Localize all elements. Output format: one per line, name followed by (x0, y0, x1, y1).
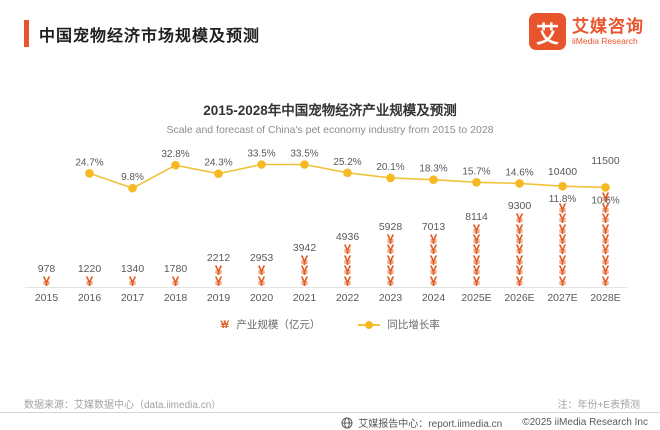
pictograph-bar: ¥ ¥ ¥ ¥ ¥ ¥ ¥ ¥ (558, 200, 567, 289)
chart-subtitle: Scale and forecast of China's pet econom… (166, 124, 494, 136)
bar-column: 9300 ¥ ¥ ¥ ¥ ¥ ¥ ¥ (498, 200, 541, 289)
accent-bar (24, 20, 29, 47)
chart-title: 2015-2028年中国宠物经济产业规模及预测 (203, 103, 457, 118)
chart-legend: ¥¥ 产业规模（亿元） 同比增长率 (0, 317, 660, 332)
brand-name-cn: 艾媒咨询 (572, 17, 644, 36)
bar-value-label: 1780 (163, 262, 188, 275)
bar-value-label: 5928 (378, 221, 403, 234)
x-axis-label: 2017 (120, 292, 145, 304)
pictograph-bar: ¥ ¥ ¥ ¥ ¥ (429, 232, 438, 289)
x-axis-label: 2019 (206, 292, 231, 304)
brand-logo-text: 艾媒咨询 iiMedia Research (572, 17, 644, 46)
pictograph-bar: ¥ (42, 273, 51, 289)
footer-meta: 数据来源：艾媒数据中心（data.iimedia.cn） 注：年份+E表预测 (24, 396, 640, 411)
bar-value-label: 9300 (507, 200, 532, 213)
pictograph-bar: ¥ (171, 273, 180, 289)
report-center-text: 艾媒报告中心：report.iimedia.cn (358, 419, 503, 430)
bar-column: 5928 ¥ ¥ ¥ ¥ ¥ (369, 221, 412, 289)
bar-column: 1220 ¥ (68, 262, 111, 289)
pictograph-bar: ¥ ¥ (214, 263, 223, 289)
bar-value-label: 2953 (249, 252, 274, 265)
page-title-block: 中国宠物经济市场规模及预测 (24, 20, 260, 47)
x-axis-label: 2015 (34, 292, 59, 304)
bottom-strip: 艾媒报告中心：report.iimedia.cn ©2025 iiMedia R… (0, 415, 648, 430)
bar-column: 1340 ¥ (111, 262, 154, 289)
copyright-text: ©2025 iiMedia Research Inc (522, 417, 648, 428)
x-axis-label: 2024 (421, 292, 446, 304)
pictograph-bar: ¥ (128, 273, 137, 289)
report-center-block: 艾媒报告中心：report.iimedia.cn (341, 415, 502, 430)
x-axis-label: 2028E (590, 292, 621, 304)
header: 中国宠物经济市场规模及预测 艾 艾媒咨询 iiMedia Research (24, 13, 644, 50)
page-title: 中国宠物经济市场规模及预测 (39, 27, 261, 45)
bar-value-label: 7013 (421, 221, 446, 234)
bar-column: 10400 ¥ ¥ ¥ ¥ ¥ ¥ ¥ ¥ (541, 165, 584, 289)
bar-column: 2212 ¥ ¥ (197, 252, 240, 289)
footnote-text: 注：年份+E表预测 (557, 400, 640, 411)
line-marker-icon (358, 320, 381, 329)
pictograph-bar: ¥ ¥ ¥ (300, 252, 309, 289)
x-axis-label: 2016 (77, 292, 102, 304)
bar-value-label: 8114 (465, 210, 488, 223)
pictograph-bar: ¥ ¥ ¥ ¥ ¥ ¥ (472, 221, 481, 289)
bar-value-label: 2212 (206, 252, 231, 265)
pictograph-bar: ¥ ¥ (257, 263, 266, 289)
data-source-text: 数据来源：艾媒数据中心（data.iimedia.cn） (24, 400, 222, 411)
bar-value-label: 11500 (591, 155, 620, 168)
bar-column: 11500 ¥ ¥ ¥ ¥ ¥ ¥ ¥ ¥ ¥ (584, 155, 627, 289)
bar-column: 1780 ¥ (154, 262, 197, 289)
footer-divider (0, 412, 660, 413)
bar-column: 4936 ¥ ¥ ¥ ¥ (326, 231, 369, 289)
x-axis-label: 2026E (504, 292, 535, 304)
legend-bar-label: 产业规模（亿元） (236, 319, 321, 331)
bar-column: 978 ¥ (25, 262, 68, 289)
bar-value-label: 1220 (77, 262, 102, 275)
legend-line-label: 同比增长率 (387, 319, 440, 331)
bar-column: 8114 ¥ ¥ ¥ ¥ ¥ ¥ (455, 210, 498, 289)
bar-column: 7013 ¥ ¥ ¥ ¥ ¥ (412, 221, 455, 289)
legend-item-bar: ¥¥ 产业规模（亿元） (220, 317, 320, 332)
pictograph-bar: ¥ ¥ ¥ ¥ ¥ ¥ ¥ ¥ ¥ (601, 190, 610, 289)
chart-canvas: 978 ¥1220 ¥1340 ¥1780 ¥2212 ¥ ¥2953 ¥ ¥3942 ¥ ¥ ¥49… (25, 140, 627, 288)
globe-icon (341, 417, 353, 428)
bar-value-label: 978 (37, 262, 56, 275)
pictograph-bar: ¥ ¥ ¥ ¥ (343, 242, 352, 289)
x-axis: 2015 2016 2017 2018 2019 2020 2021 2022 2023 2024… (25, 292, 627, 304)
x-axis-label: 2021 (292, 292, 317, 304)
bar-column: 2953 ¥ ¥ (240, 252, 283, 289)
bar-value-label: 4936 (335, 231, 360, 244)
bar-series: 978 ¥1220 ¥1340 ¥1780 ¥2212 ¥ ¥2953 ¥ ¥3942 ¥ ¥ ¥49… (25, 140, 627, 288)
x-axis-label: 2027E (547, 292, 578, 304)
bar-value-label: 3942 (292, 241, 317, 254)
bar-column: 3942 ¥ ¥ ¥ (283, 241, 326, 289)
x-axis-label: 2022 (335, 292, 360, 304)
x-axis-label: 2020 (249, 292, 274, 304)
x-axis-label: 2025E (461, 292, 492, 304)
bar-value-label: 10400 (547, 165, 578, 178)
brand-name-en: iiMedia Research (572, 36, 638, 46)
bar-value-label: 1340 (120, 262, 145, 275)
pictograph-bar: ¥ ¥ ¥ ¥ ¥ ¥ ¥ (515, 211, 524, 289)
pictograph-bar: ¥ (85, 273, 94, 289)
x-axis-label: 2018 (163, 292, 188, 304)
chart-title-block: 2015-2028年中国宠物经济产业规模及预测 Scale and foreca… (0, 99, 660, 136)
legend-item-line: 同比增长率 (358, 317, 440, 332)
brand-logo-icon: 艾 (529, 13, 566, 50)
x-axis-label: 2023 (378, 292, 403, 304)
brand-logo: 艾 艾媒咨询 iiMedia Research (529, 13, 644, 50)
yuan-pictograph-icon: ¥¥ (220, 318, 229, 331)
pictograph-bar: ¥ ¥ ¥ ¥ ¥ (386, 232, 395, 289)
